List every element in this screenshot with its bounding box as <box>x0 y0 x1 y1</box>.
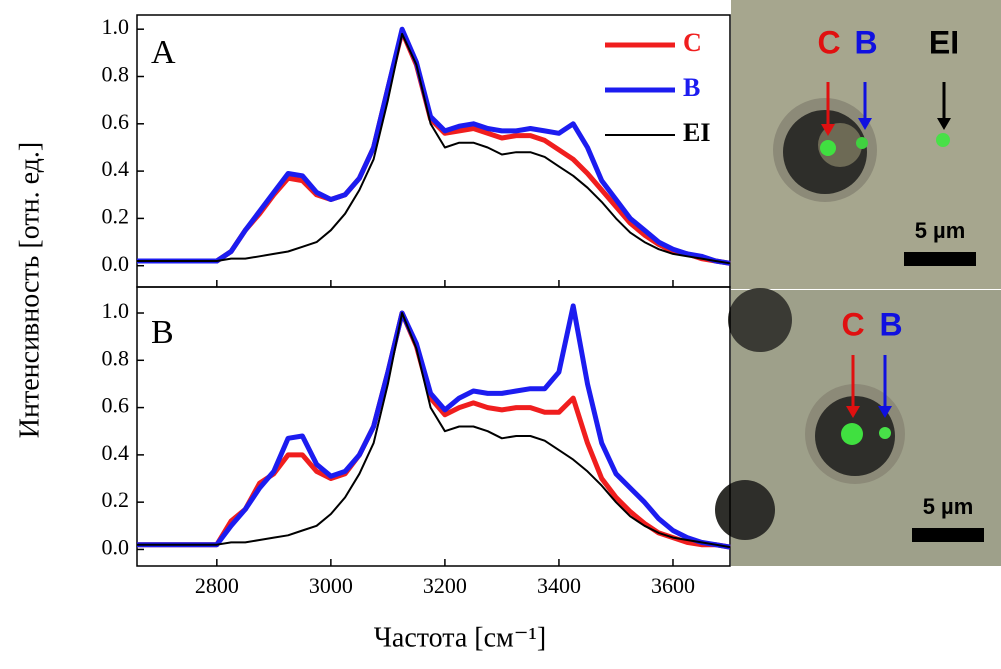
x-tick-label: 3600 <box>651 573 695 598</box>
legend-label: EI <box>683 118 710 147</box>
legend-label: B <box>683 73 700 102</box>
y-axis-label: Интенсивность [отн. ед.] <box>14 142 45 438</box>
y-tick-label: 0.6 <box>102 109 130 134</box>
x-tick-label: 3200 <box>423 573 467 598</box>
image-label: C <box>841 306 864 342</box>
x-tick-label: 2800 <box>195 573 239 598</box>
y-tick-label: 0.2 <box>102 203 130 228</box>
scale-label: 5 µm <box>915 218 966 243</box>
series-line <box>137 26 731 266</box>
micrograph-top <box>731 0 1001 289</box>
y-tick-label: 0.4 <box>102 156 130 181</box>
series-line <box>137 312 731 549</box>
y-tick-label: 0.2 <box>102 487 130 512</box>
image-label: B <box>854 24 877 60</box>
image-label: C <box>817 24 840 60</box>
y-tick-label: 1.0 <box>102 14 130 39</box>
x-axis-label: Частота [см⁻¹] <box>374 622 547 653</box>
x-tick-label: 3400 <box>537 573 581 598</box>
panel-label: A <box>151 34 176 71</box>
plot-frame <box>136 14 731 288</box>
scale-label: 5 µm <box>923 494 974 519</box>
y-tick-label: 0.4 <box>102 440 130 465</box>
micrograph-bottom <box>715 288 1001 566</box>
legend-label: C <box>683 28 702 57</box>
series-line <box>137 303 731 550</box>
image-label: EI <box>929 24 959 60</box>
y-tick-label: 0.6 <box>102 393 130 418</box>
panel-label: B <box>151 314 174 351</box>
x-tick-label: 3000 <box>309 573 353 598</box>
y-tick-label: 0.8 <box>102 62 130 87</box>
y-tick-label: 1.0 <box>102 298 130 323</box>
y-tick-label: 0.8 <box>102 345 130 370</box>
y-tick-label: 0.0 <box>102 534 130 559</box>
plot-frame <box>136 286 731 567</box>
series-line <box>137 32 731 265</box>
series-line <box>137 310 731 550</box>
y-tick-label: 0.0 <box>102 251 130 276</box>
image-label: B <box>879 306 902 342</box>
